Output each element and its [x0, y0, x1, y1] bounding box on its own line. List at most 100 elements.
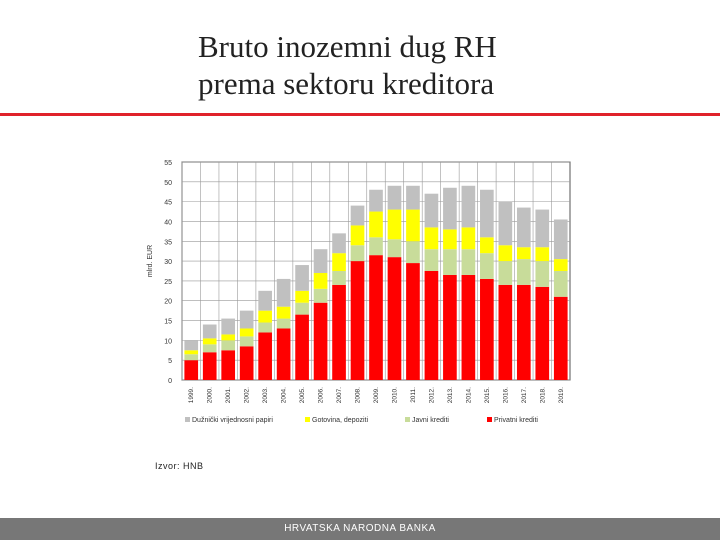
y-tick-label: 45 — [164, 200, 172, 207]
bar-segment — [480, 189, 494, 238]
bar-segment — [516, 247, 531, 260]
bar-segment — [516, 284, 531, 380]
bar-segment — [461, 274, 476, 380]
bar-segment — [313, 302, 328, 380]
bar-segment — [332, 271, 346, 285]
y-tick-label: 35 — [164, 239, 172, 246]
bar-segment — [535, 286, 550, 380]
bar-segment — [406, 263, 420, 380]
y-tick-label: 40 — [164, 219, 172, 226]
bar-segment — [350, 205, 365, 226]
x-tick-label: 2016. — [502, 387, 509, 403]
x-tick-label: 2009. — [373, 387, 380, 403]
footer-bar: HRVATSKA NARODNA BANKA — [0, 518, 720, 540]
bar-segment — [258, 322, 272, 333]
bar-segment — [498, 245, 513, 262]
bar-segment — [387, 185, 402, 210]
x-tick-label: 2017. — [521, 387, 528, 403]
x-tick-label: 2008. — [355, 387, 362, 403]
y-tick-label: 20 — [164, 299, 172, 306]
stacked-bar-chart: 0 5 10 15 20 25 30 35 40 45 50 55 1999. 2000. 2001. 200… — [147, 160, 571, 424]
x-tick-label: 2003. — [262, 387, 269, 403]
bar-segment — [387, 239, 402, 258]
bar-segment — [350, 261, 365, 380]
y-tick-label: 10 — [164, 338, 172, 345]
x-tick-label: 2007. — [336, 387, 343, 403]
x-tick-label: 2010. — [391, 387, 398, 403]
bar-segment — [202, 324, 217, 339]
bar-segment — [461, 249, 476, 275]
bar-segment — [516, 207, 531, 248]
bar-segment — [184, 360, 199, 380]
legend-swatch — [405, 417, 410, 422]
x-tick-label: 2006. — [318, 387, 325, 403]
bar-segment — [239, 346, 254, 380]
bar-segment — [295, 314, 309, 380]
bar-segment — [184, 350, 199, 355]
bar-segment — [313, 249, 328, 273]
x-tick-label: 2001. — [225, 387, 232, 403]
bar-segment — [313, 288, 328, 303]
x-tick-label: 2011. — [410, 387, 417, 403]
bar-segment — [221, 340, 236, 351]
bar-segment — [535, 209, 550, 248]
y-tick-label: 15 — [164, 319, 172, 326]
slide-title-line-1: Bruto inozemni dug RH — [198, 29, 497, 64]
bar-segment — [443, 274, 457, 380]
x-tick-label: 2014. — [465, 387, 472, 403]
bar-segment — [332, 284, 346, 380]
x-tick-label: 2005. — [299, 387, 306, 403]
bar-segment — [184, 340, 199, 351]
x-tick-label: 1999. — [188, 387, 195, 403]
x-tick-label: 2013. — [447, 387, 454, 403]
x-tick-label: 2015. — [484, 387, 491, 403]
bar-segment — [516, 259, 531, 285]
bar-segment — [295, 302, 309, 315]
legend-swatch — [305, 417, 310, 422]
y-tick-label: 55 — [164, 160, 172, 167]
bar-segment — [369, 237, 383, 256]
bar-segment — [202, 344, 217, 353]
bar-segment — [498, 261, 513, 285]
bar-segment — [424, 249, 439, 271]
bar-segment — [258, 310, 272, 323]
legend-label: Dužnički vrijednosni papiri — [192, 417, 273, 424]
y-tick-label: 50 — [164, 180, 172, 187]
legend-label: Gotovina, depoziti — [312, 417, 368, 424]
x-tick-label: 2019. — [558, 387, 565, 403]
y-tick-label: 25 — [164, 279, 172, 286]
bar-segment — [424, 271, 439, 380]
bar-segment — [406, 241, 420, 264]
slide-title: Bruto inozemni dug RH prema sektoru kred… — [198, 28, 678, 102]
slide-title-line-2: prema sektoru kreditora — [198, 66, 495, 101]
bar-segment — [553, 259, 568, 271]
y-tick-label: 30 — [164, 259, 172, 266]
bar-segment — [295, 265, 309, 291]
bar-segment — [480, 253, 494, 279]
bar-segment — [553, 219, 568, 260]
bar-segment — [332, 233, 346, 254]
legend-label: Javni krediti — [412, 417, 449, 424]
x-tick-label: 2002. — [244, 387, 251, 403]
x-tick-label: 2000. — [207, 387, 214, 403]
bar-segment — [313, 272, 328, 289]
bar-segment — [535, 261, 550, 287]
bar-segment — [553, 296, 568, 380]
bar-segment — [350, 225, 365, 246]
bar-segment — [184, 354, 199, 361]
bar-segment — [461, 185, 476, 228]
x-tick-label: 2018. — [539, 387, 546, 403]
title-rule — [0, 113, 720, 116]
bar-segment — [424, 227, 439, 250]
bar-segment — [480, 237, 494, 254]
y-axis-label: mlrd. EUR — [147, 245, 154, 277]
bar-segment — [276, 318, 291, 329]
bar-segment — [387, 209, 402, 240]
bar-segment — [276, 328, 291, 380]
bar-segment — [480, 278, 494, 380]
bar-segment — [295, 290, 309, 303]
y-tick-label: 0 — [168, 378, 172, 385]
bar-segment — [350, 245, 365, 262]
bar-segment — [443, 187, 457, 230]
bar-segment — [461, 227, 476, 250]
